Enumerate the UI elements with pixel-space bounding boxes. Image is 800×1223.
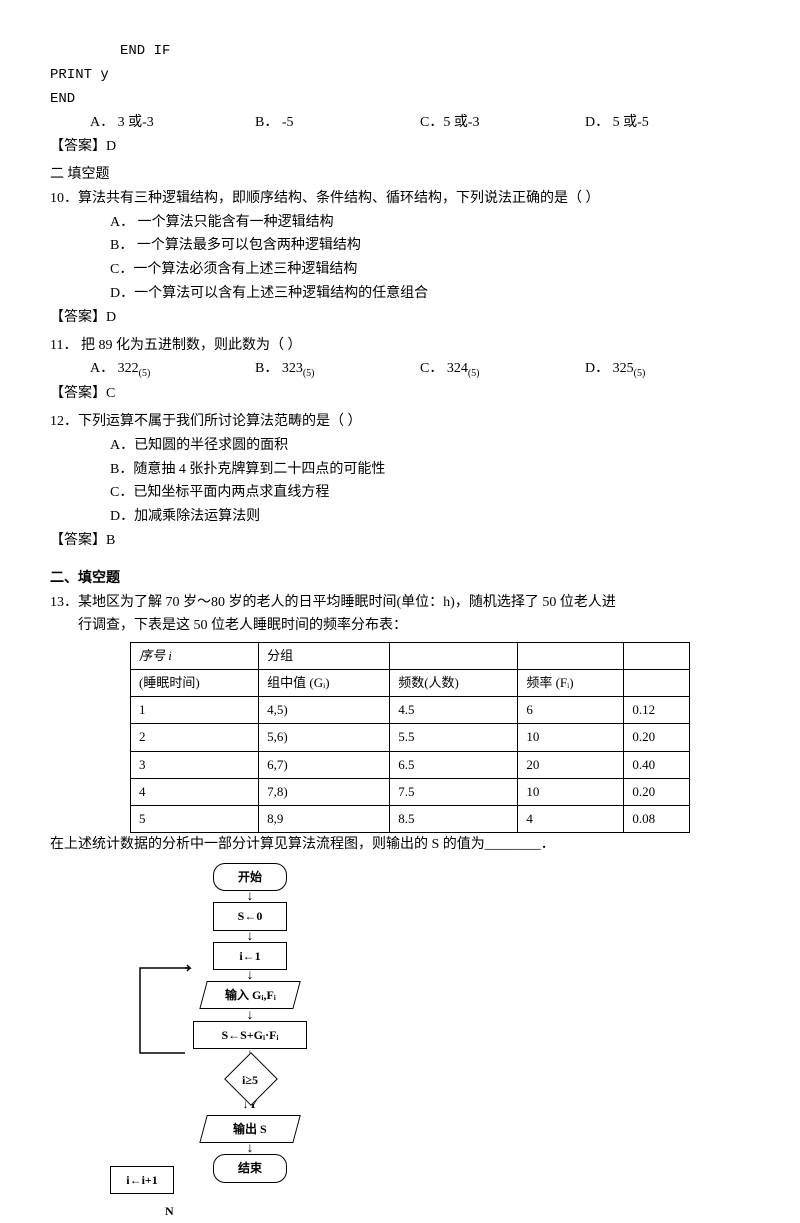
flowchart-start: 开始: [213, 863, 287, 891]
q11-option-b: B． 323(5): [255, 357, 420, 382]
q10-text: 10．算法共有三种逻辑结构，即顺序结构、条件结构、循环结构，下列说法正确的是（ …: [50, 187, 750, 211]
table-row: 5 8,9 8.5 4 0.08: [131, 805, 690, 832]
arrow-icon: ↓: [247, 931, 254, 942]
table-cell: 6.5: [390, 751, 518, 778]
table-row: 2 5,6) 5.5 10 0.20: [131, 724, 690, 751]
arrow-icon: ↓: [247, 1010, 254, 1021]
q12-text: 12．下列运算不属于我们所讨论算法范畴的是（ ）: [50, 410, 750, 434]
frequency-table: 序号 i 分组 (睡眠时间) 组中值 (Gᵢ) 频数(人数) 频率 (Fᵢ) 1…: [130, 642, 690, 833]
flowchart-output: 输出 S: [199, 1115, 301, 1143]
table-row: 3 6,7) 6.5 20 0.40: [131, 751, 690, 778]
table-cell: 4,5): [259, 697, 390, 724]
code-line-endif: END IF: [50, 40, 750, 64]
flowchart-input: 输入 Gᵢ,Fᵢ: [199, 981, 301, 1009]
code-line-print: PRINT y: [50, 64, 750, 88]
table-cell: (睡眠时间): [131, 670, 259, 697]
table-cell: 7.5: [390, 778, 518, 805]
table-cell: 0.20: [624, 724, 690, 751]
q13-text2: 行调查，下表是这 50 位老人睡眠时间的频率分布表：: [50, 614, 750, 638]
table-header: 分组: [259, 643, 390, 670]
table-row: 1 4,5) 4.5 6 0.12: [131, 697, 690, 724]
table-cell: 5,6): [259, 724, 390, 751]
q9-option-a: A． 3 或-3: [90, 111, 255, 135]
q10-option-c: C．一个算法必须含有上述三种逻辑结构: [50, 258, 750, 282]
table-cell: 4.5: [390, 697, 518, 724]
section-2b-title: 二、填空题: [50, 567, 750, 591]
table-cell: 10: [518, 724, 624, 751]
flowchart-loop-node: i←i+1: [110, 1166, 174, 1194]
q9-option-b: B． -5: [255, 111, 420, 135]
table-cell: 频率 (Fᵢ): [518, 670, 624, 697]
table-cell: 2: [131, 724, 259, 751]
q10-option-a: A． 一个算法只能含有一种逻辑结构: [50, 211, 750, 235]
table-cell: 0.20: [624, 778, 690, 805]
q11-option-c: C． 324(5): [420, 357, 585, 382]
table-row: (睡眠时间) 组中值 (Gᵢ) 频数(人数) 频率 (Fᵢ): [131, 670, 690, 697]
table-cell: 0.08: [624, 805, 690, 832]
table-cell: 5.5: [390, 724, 518, 751]
q11-option-a: A． 322(5): [90, 357, 255, 382]
q13-text3: 在上述统计数据的分析中一部分计算见算法流程图，则输出的 S 的值为_______…: [50, 833, 750, 857]
table-cell: 组中值 (Gᵢ): [259, 670, 390, 697]
table-cell: 0.40: [624, 751, 690, 778]
q11-text: 11． 把 89 化为五进制数，则此数为（ ）: [50, 334, 750, 358]
flowchart-compute: S←S+Gᵢ·Fᵢ: [193, 1021, 307, 1049]
table-header: [518, 643, 624, 670]
table-cell: 4: [518, 805, 624, 832]
q12-option-c: C．已知坐标平面内两点求直线方程: [50, 481, 750, 505]
q9-option-c: C．5 或-3: [420, 111, 585, 135]
q10-option-d: D．一个算法可以含有上述三种逻辑结构的任意组合: [50, 282, 750, 306]
q12-option-b: B．随意抽 4 张扑克牌算到二十四点的可能性: [50, 458, 750, 482]
flowchart-loop-arrow: [110, 958, 195, 1058]
arrow-icon: ↓: [247, 891, 254, 902]
q13-text1: 13．某地区为了解 70 岁～80 岁的老人的日平均睡眠时间(单位：h)，随机选…: [50, 591, 750, 615]
flowchart-end: 结束: [213, 1154, 287, 1182]
section-2-title: 二 填空题: [50, 163, 750, 187]
q9-answer: 【答案】D: [50, 135, 750, 159]
q11-option-d: D． 325(5): [585, 357, 750, 382]
q12-option-a: A．已知圆的半径求圆的面积: [50, 434, 750, 458]
arrow-icon: ↓: [247, 1143, 254, 1154]
arrow-icon: ↓: [247, 970, 254, 981]
q12-answer: 【答案】B: [50, 529, 750, 553]
flowchart-init-s: S←0: [213, 902, 287, 930]
table-cell: 7,8): [259, 778, 390, 805]
flowchart: i←i+1 N 开始 ↓ S←0 ↓ i←1 ↓ 输入 Gᵢ,Fᵢ ↓ S←S+…: [130, 863, 750, 1183]
table-cell: 6: [518, 697, 624, 724]
q11-options: A． 322(5) B． 323(5) C． 324(5) D． 325(5): [50, 357, 750, 382]
table-cell: 4: [131, 778, 259, 805]
flowchart-no-label: N: [165, 1201, 174, 1221]
q9-option-d: D． 5 或-5: [585, 111, 750, 135]
table-row: 4 7,8) 7.5 10 0.20: [131, 778, 690, 805]
table-cell: 6,7): [259, 751, 390, 778]
table-cell: 20: [518, 751, 624, 778]
flowchart-init-i: i←1: [213, 942, 287, 970]
table-cell: 5: [131, 805, 259, 832]
q10-option-b: B． 一个算法最多可以包含两种逻辑结构: [50, 234, 750, 258]
code-line-end: END: [50, 88, 750, 112]
table-header: [624, 643, 690, 670]
table-cell: 频数(人数): [390, 670, 518, 697]
q10-answer: 【答案】D: [50, 306, 750, 330]
table-cell: 1: [131, 697, 259, 724]
table-cell: 10: [518, 778, 624, 805]
q9-options: A． 3 或-3 B． -5 C．5 或-3 D． 5 或-5: [50, 111, 750, 135]
q12-option-d: D．加减乘除法运算法则: [50, 505, 750, 529]
table-header: 序号 i: [131, 643, 259, 670]
q11-answer: 【答案】C: [50, 382, 750, 406]
flowchart-condition: i≥5: [215, 1060, 285, 1096]
table-cell: 0.12: [624, 697, 690, 724]
table-cell: 3: [131, 751, 259, 778]
table-row: 序号 i 分组: [131, 643, 690, 670]
table-header: [390, 643, 518, 670]
table-cell: [624, 670, 690, 697]
table-cell: 8,9: [259, 805, 390, 832]
table-cell: 8.5: [390, 805, 518, 832]
